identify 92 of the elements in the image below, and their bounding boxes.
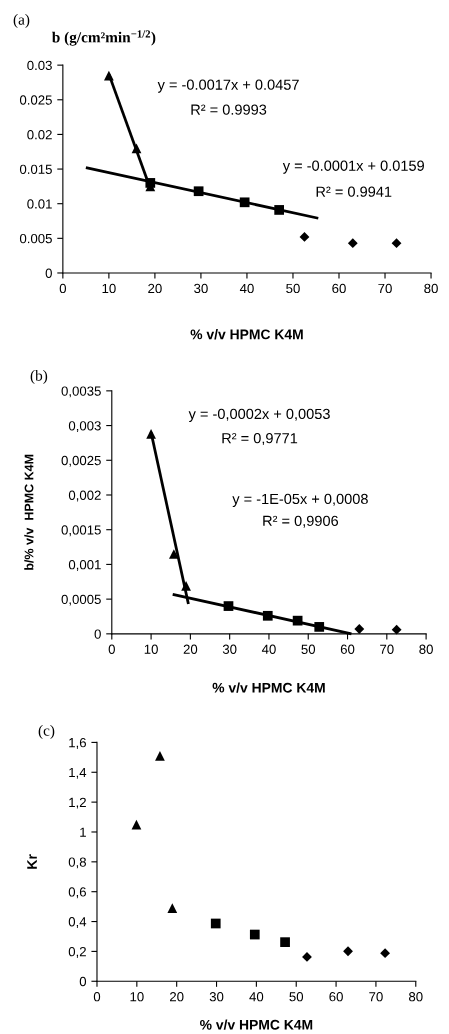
y-tick-label: 0	[94, 629, 101, 639]
annotation: R² = 0,9771	[222, 433, 298, 446]
y-tick-label: 0.03	[27, 60, 52, 71]
annotation: R² = 0.9993	[191, 104, 267, 115]
y-tick-label: 1,4	[69, 767, 87, 779]
point	[155, 750, 165, 761]
annotation: R² = 0.9941	[316, 186, 392, 197]
x-tick-label: 70	[369, 992, 383, 1002]
chart-title: (a)	[13, 14, 30, 28]
x-tick-label: 80	[409, 992, 423, 1002]
point	[347, 238, 358, 249]
y-tick-label: 0.02	[27, 129, 52, 140]
point	[380, 948, 390, 959]
y-tick-label: 0.025	[19, 95, 52, 105]
x-tick-label: 60	[332, 283, 346, 294]
x-tick-label: 40	[239, 283, 254, 294]
x-tick-label: 50	[286, 283, 300, 294]
x-tick-label: 50	[301, 644, 316, 654]
annotation: y = -0.0017x + 0.0457	[157, 79, 299, 93]
point	[131, 143, 142, 154]
y-tick-label: 0.01	[27, 199, 52, 209]
x-tick-label: 70	[378, 283, 392, 294]
point	[299, 232, 310, 242]
point	[181, 581, 191, 591]
y-tick-label: 0,4	[68, 917, 87, 929]
point	[280, 937, 290, 948]
point	[302, 952, 312, 962]
point	[104, 70, 114, 81]
y-tick-label: 0,002	[68, 490, 101, 502]
x-tick-label: 10	[130, 992, 144, 1002]
x-tick-label: 40	[261, 644, 276, 654]
point	[343, 946, 353, 957]
x-tick-label: 30	[194, 283, 208, 294]
point	[292, 615, 303, 626]
chart-title: (b)	[30, 370, 48, 384]
annotation: y = -0.0001x + 0.0159	[282, 160, 424, 174]
x-tick-label: 60	[329, 992, 343, 1002]
x-tick-label: 50	[289, 992, 304, 1002]
x-tick-label: 60	[340, 644, 355, 654]
y-axis-title: Kr	[27, 854, 37, 869]
y-axis-title: b/% v/v HPMC K4M	[24, 454, 34, 570]
x-tick-label: 30	[209, 992, 224, 1002]
point	[145, 178, 156, 188]
x-tick-label: 20	[183, 644, 198, 654]
y-tick-label: 0,001	[68, 559, 101, 571]
y-tick-label: 0,0035	[61, 386, 101, 398]
y-tick-label: 0	[45, 268, 52, 278]
point	[239, 197, 250, 208]
y-tick-label: 0,6	[68, 887, 86, 899]
y-tick-label: 1,6	[69, 737, 86, 749]
point	[274, 205, 285, 215]
x-tick-label: 30	[222, 644, 237, 654]
point	[262, 610, 273, 621]
point	[169, 549, 179, 559]
y-tick-label: 0,0015	[61, 525, 101, 537]
chart-title: (c)	[38, 725, 55, 739]
x-tick-label: 0	[108, 644, 115, 654]
point	[167, 903, 178, 913]
x-tick-label: 20	[148, 283, 162, 294]
x-tick-label: 80	[424, 283, 438, 294]
x-axis-title: % v/v HPMC K4M	[190, 329, 303, 340]
y-tick-label: 0,2	[68, 946, 86, 958]
x-tick-label: 10	[144, 644, 158, 654]
y-tick-label: 0,8	[68, 857, 86, 869]
y-tick-label: 1	[80, 827, 86, 837]
annotation: y = -1E-05x + 0,0008	[232, 493, 368, 507]
point	[210, 918, 221, 929]
point	[391, 624, 402, 635]
annotation: R² = 0,9906	[263, 515, 339, 528]
point	[354, 624, 365, 634]
x-axis-title: % v/v HPMC K4M	[212, 682, 325, 693]
x-axis-title: % v/v HPMC K4M	[200, 1019, 313, 1030]
point	[193, 186, 204, 197]
annotation: y = -0,0002x + 0,0053	[188, 408, 330, 422]
point	[249, 929, 260, 940]
point	[314, 622, 325, 632]
y-tick-label: 0	[79, 976, 87, 987]
x-tick-label: 70	[380, 644, 394, 654]
x-tick-label: 40	[249, 992, 264, 1002]
point	[223, 601, 234, 611]
x-tick-label: 20	[170, 992, 184, 1002]
point	[146, 429, 156, 439]
y-tick-label: 0,003	[68, 421, 101, 433]
x-tick-label: 80	[419, 644, 433, 654]
x-tick-label: 10	[102, 283, 116, 294]
y-tick-label: 0,0025	[61, 455, 101, 467]
y-axis-title: b (g/cm²min$^{−1/2}$)	[52, 30, 156, 46]
point	[391, 238, 402, 249]
y-tick-label: 0.005	[19, 233, 52, 244]
y-tick-label: 1,2	[69, 797, 86, 809]
y-tick-label: 0.015	[19, 164, 52, 174]
y-tick-label: 0,0005	[61, 594, 101, 606]
